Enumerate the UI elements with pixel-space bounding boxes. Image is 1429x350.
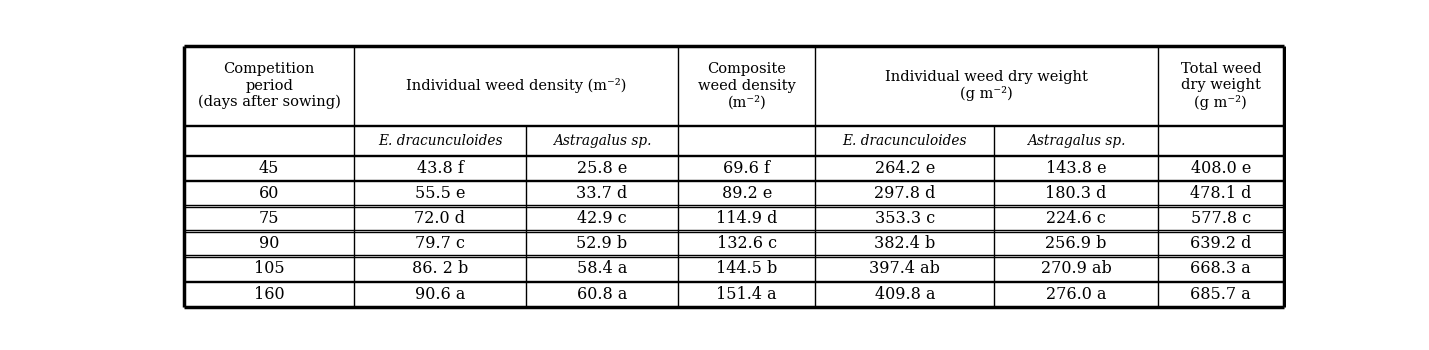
Text: 256.9 b: 256.9 b xyxy=(1046,235,1107,252)
Text: 114.9 d: 114.9 d xyxy=(716,210,777,227)
Text: 478.1 d: 478.1 d xyxy=(1190,185,1252,202)
Text: Composite
weed density
(m⁻²): Composite weed density (m⁻²) xyxy=(697,62,796,109)
Text: 151.4 a: 151.4 a xyxy=(716,286,777,302)
Text: 86. 2 b: 86. 2 b xyxy=(412,260,469,277)
Text: 685.7 a: 685.7 a xyxy=(1190,286,1252,302)
Text: 58.4 a: 58.4 a xyxy=(577,260,627,277)
Text: 132.6 c: 132.6 c xyxy=(717,235,777,252)
Text: Individual weed density (m⁻²): Individual weed density (m⁻²) xyxy=(406,78,626,93)
Text: 42.9 c: 42.9 c xyxy=(577,210,627,227)
Text: 577.8 c: 577.8 c xyxy=(1190,210,1250,227)
Text: 72.0 d: 72.0 d xyxy=(414,210,466,227)
Text: Astragalus sp.: Astragalus sp. xyxy=(553,133,652,147)
Text: 397.4 ab: 397.4 ab xyxy=(869,260,940,277)
Text: 52.9 b: 52.9 b xyxy=(576,235,627,252)
Text: 276.0 a: 276.0 a xyxy=(1046,286,1106,302)
Text: 224.6 c: 224.6 c xyxy=(1046,210,1106,227)
Text: 409.8 a: 409.8 a xyxy=(875,286,935,302)
Text: 105: 105 xyxy=(254,260,284,277)
Text: 25.8 e: 25.8 e xyxy=(577,160,627,177)
Text: Individual weed dry weight
(g m⁻²): Individual weed dry weight (g m⁻²) xyxy=(885,70,1087,101)
Text: 270.9 ab: 270.9 ab xyxy=(1040,260,1112,277)
Text: 297.8 d: 297.8 d xyxy=(875,185,936,202)
Text: 55.5 e: 55.5 e xyxy=(414,185,466,202)
Text: Competition
period
(days after sowing): Competition period (days after sowing) xyxy=(197,62,340,109)
Text: 160: 160 xyxy=(254,286,284,302)
Text: 639.2 d: 639.2 d xyxy=(1190,235,1252,252)
Text: 60: 60 xyxy=(259,185,280,202)
Text: 75: 75 xyxy=(259,210,280,227)
Text: 382.4 b: 382.4 b xyxy=(875,235,936,252)
Text: E. dracunculoides: E. dracunculoides xyxy=(843,133,967,147)
Text: 144.5 b: 144.5 b xyxy=(716,260,777,277)
Text: Total weed
dry weight
(g m⁻²): Total weed dry weight (g m⁻²) xyxy=(1180,62,1260,110)
Text: Astragalus sp.: Astragalus sp. xyxy=(1027,133,1126,147)
Text: 353.3 c: 353.3 c xyxy=(875,210,935,227)
Text: 79.7 c: 79.7 c xyxy=(414,235,464,252)
Text: 43.8 f: 43.8 f xyxy=(417,160,463,177)
Text: 45: 45 xyxy=(259,160,280,177)
Text: E. dracunculoides: E. dracunculoides xyxy=(377,133,502,147)
Text: 668.3 a: 668.3 a xyxy=(1190,260,1252,277)
Text: 90.6 a: 90.6 a xyxy=(414,286,466,302)
Text: 143.8 e: 143.8 e xyxy=(1046,160,1106,177)
Text: 90: 90 xyxy=(259,235,280,252)
Text: 408.0 e: 408.0 e xyxy=(1190,160,1250,177)
Text: 264.2 e: 264.2 e xyxy=(875,160,935,177)
Text: 180.3 d: 180.3 d xyxy=(1046,185,1107,202)
Text: 69.6 f: 69.6 f xyxy=(723,160,770,177)
Text: 60.8 a: 60.8 a xyxy=(577,286,627,302)
Text: 33.7 d: 33.7 d xyxy=(576,185,627,202)
Text: 89.2 e: 89.2 e xyxy=(722,185,772,202)
